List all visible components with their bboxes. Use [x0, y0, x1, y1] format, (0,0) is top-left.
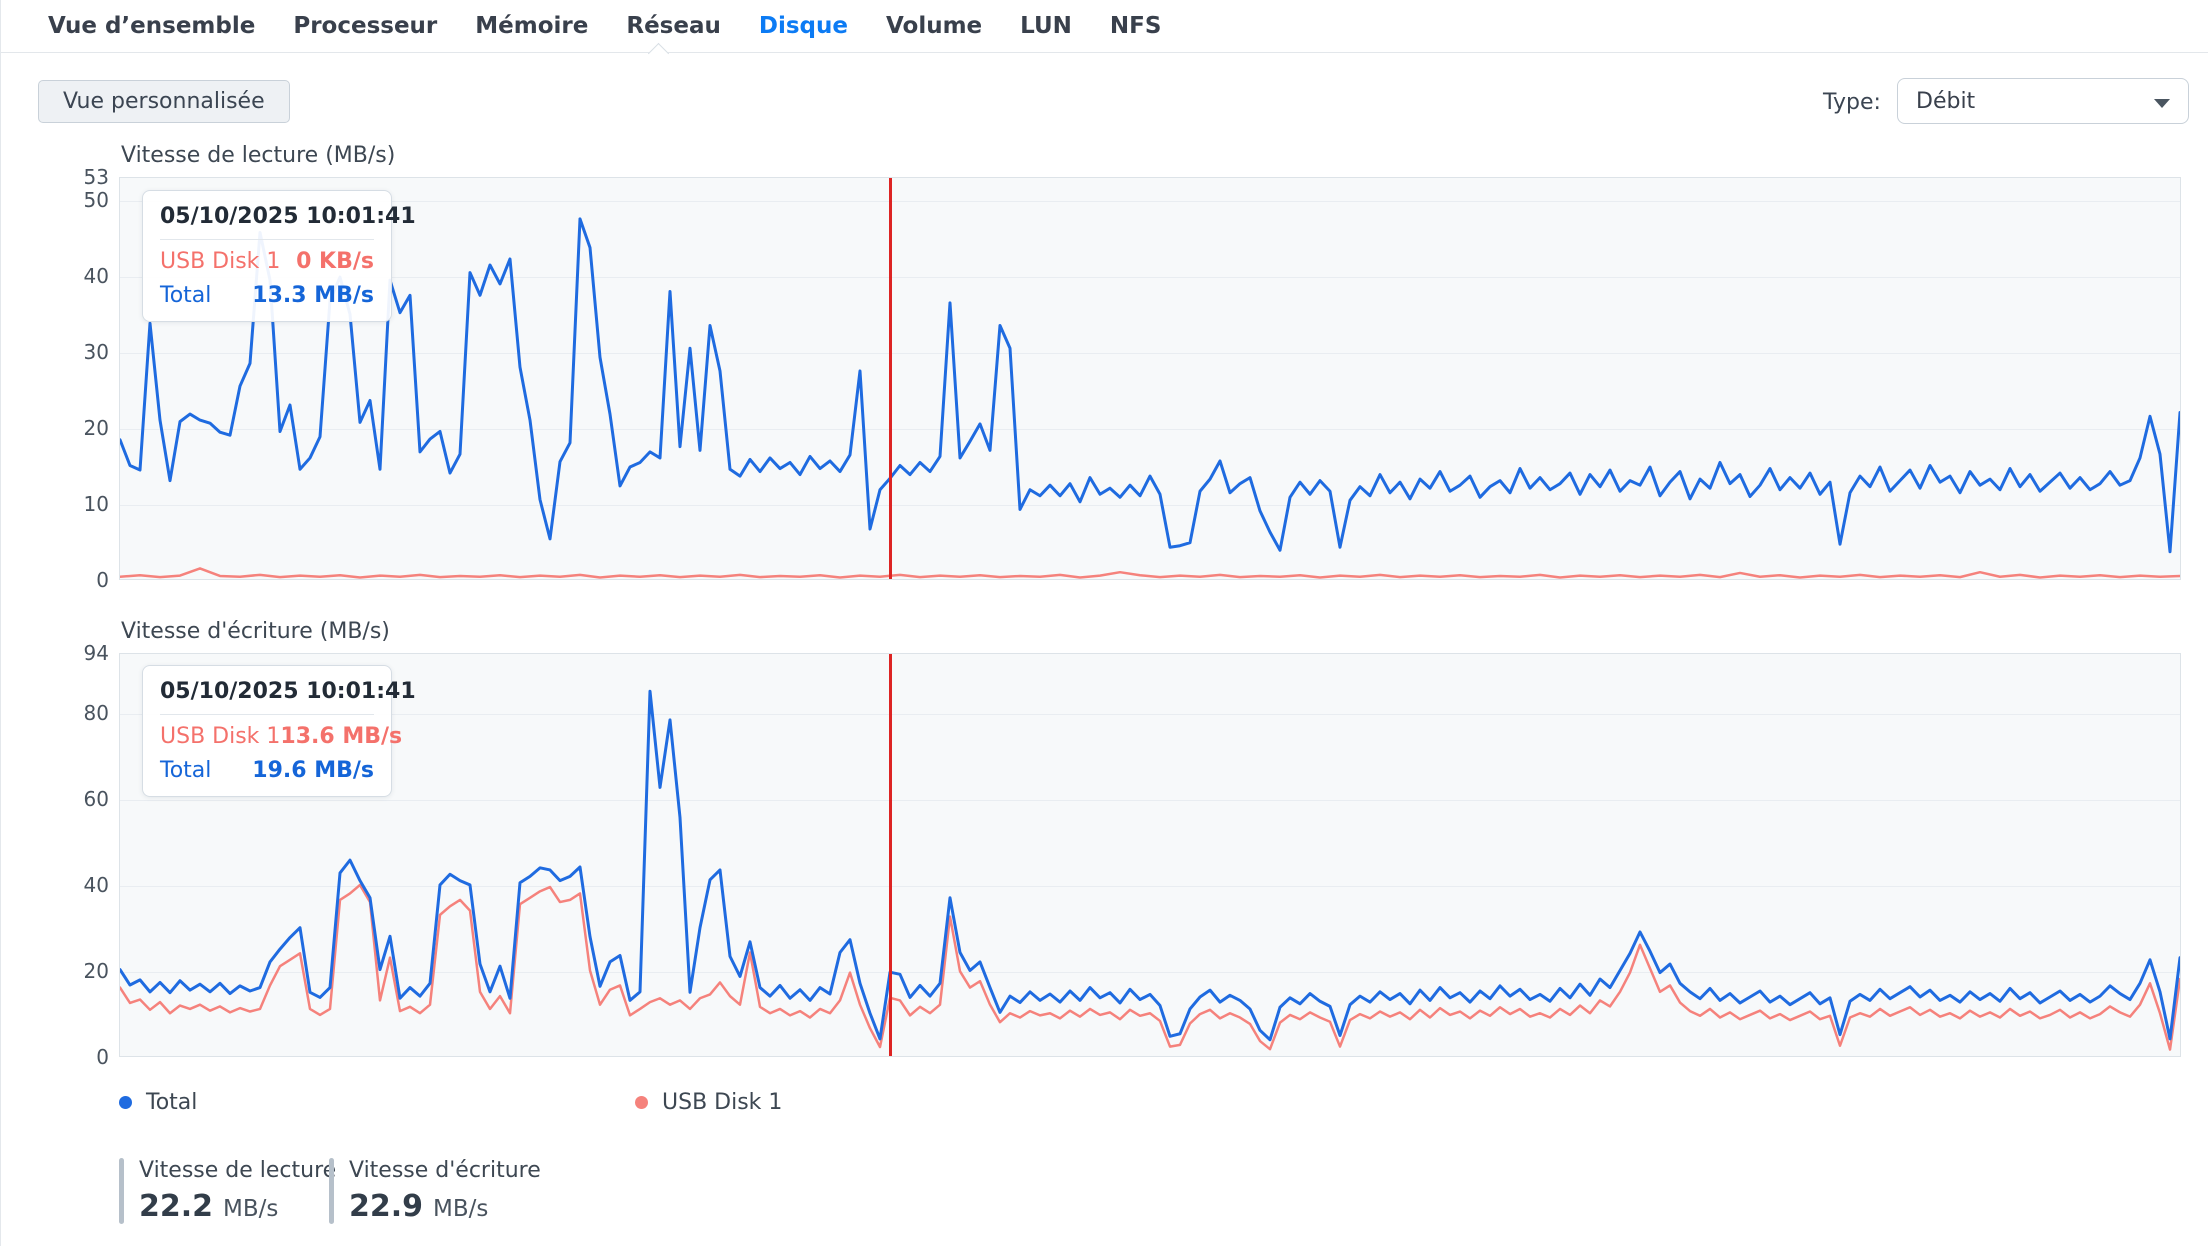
gridline — [120, 886, 2180, 887]
tooltip-usb-value: 0 KB/s — [296, 249, 374, 274]
tab-memoire[interactable]: Mémoire — [475, 12, 589, 39]
legend-total-label: Total — [146, 1090, 198, 1115]
gridline — [120, 353, 2180, 354]
read-chart-tooltip: 05/10/2025 10:01:41 USB Disk 1 0 KB/s To… — [142, 190, 416, 322]
custom-view-button[interactable]: Vue personnalisée — [38, 80, 290, 123]
tooltip-usb-value: 13.6 MB/s — [280, 724, 403, 749]
read-ytick: 40 — [83, 264, 109, 288]
write-speed-chart[interactable]: 05/10/2025 10:01:41 USB Disk 1 13.6 MB/s… — [119, 653, 2181, 1057]
legend-usb-label: USB Disk 1 — [662, 1090, 783, 1115]
read-summary-value: 22.2 — [139, 1189, 214, 1224]
read-summary-unit: MB/s — [223, 1196, 279, 1222]
tooltip-usb-label: USB Disk 1 — [160, 249, 281, 274]
read-chart-title: Vitesse de lecture (MB/s) — [121, 143, 396, 168]
read-ytick: 30 — [83, 340, 109, 364]
write-summary-unit: MB/s — [433, 1196, 489, 1222]
read-ytick: 10 — [83, 492, 109, 516]
tab-reseau[interactable]: Réseau — [626, 12, 721, 39]
tab-bar: Vue d’ensemble Processeur Mémoire Réseau… — [1, 0, 2208, 53]
usb-series-dot-icon — [635, 1096, 648, 1109]
tooltip-timestamp: 05/10/2025 10:01:41 — [160, 679, 416, 715]
tab-volume[interactable]: Volume — [885, 12, 983, 39]
gridline — [120, 201, 2180, 202]
write-ytick: 40 — [83, 873, 109, 897]
tooltip-timestamp: 05/10/2025 10:01:41 — [160, 204, 416, 240]
read-ytick: 53 — [83, 165, 109, 189]
gridline — [120, 429, 2180, 430]
tab-vue-densemble[interactable]: Vue d’ensemble — [48, 12, 256, 39]
tooltip-row-total: Total 19.6 MB/s — [160, 758, 374, 783]
summary-divider-bar — [119, 1158, 124, 1224]
tooltip-total-value: 19.6 MB/s — [252, 758, 374, 783]
tooltip-row-total: Total 13.3 MB/s — [160, 283, 374, 308]
tab-nfs[interactable]: NFS — [1109, 12, 1162, 39]
gridline — [120, 505, 2180, 506]
tooltip-usb-label: USB Disk 1 — [160, 724, 281, 749]
time-cursor-line — [889, 178, 893, 579]
read-chart-lines — [120, 178, 2180, 579]
type-dropdown-value: Débit — [1916, 88, 1976, 114]
type-label: Type: — [1823, 90, 1881, 115]
write-ytick: 94 — [83, 641, 109, 665]
write-summary-value: 22.9 — [349, 1189, 424, 1224]
read-ytick: 0 — [96, 568, 109, 592]
write-ytick: 20 — [83, 959, 109, 983]
write-speed-summary: Vitesse d'écriture 22.9 MB/s — [329, 1158, 541, 1224]
tooltip-total-value: 13.3 MB/s — [252, 283, 374, 308]
total-series-dot-icon — [119, 1096, 132, 1109]
read-ytick: 20 — [83, 416, 109, 440]
read-speed-chart[interactable]: 05/10/2025 10:01:41 USB Disk 1 0 KB/s To… — [119, 177, 2181, 580]
type-dropdown[interactable]: Débit — [1897, 78, 2189, 124]
tab-lun[interactable]: LUN — [1020, 12, 1072, 39]
write-summary-label: Vitesse d'écriture — [349, 1158, 541, 1183]
summary-divider-bar — [329, 1158, 334, 1224]
time-cursor-line — [889, 654, 893, 1056]
tooltip-row-usb: USB Disk 1 0 KB/s — [160, 249, 374, 274]
write-ytick: 80 — [83, 701, 109, 725]
chevron-down-icon — [2154, 99, 2170, 108]
write-chart-tooltip: 05/10/2025 10:01:41 USB Disk 1 13.6 MB/s… — [142, 665, 416, 797]
gridline — [120, 277, 2180, 278]
write-chart-lines — [120, 654, 2180, 1056]
tooltip-row-usb: USB Disk 1 13.6 MB/s — [160, 724, 402, 749]
legend-item-usb-disk: USB Disk 1 — [635, 1090, 782, 1115]
tooltip-total-label: Total — [160, 283, 212, 308]
tab-processeur[interactable]: Processeur — [293, 12, 438, 39]
legend-item-total: Total — [119, 1090, 197, 1115]
tooltip-total-label: Total — [160, 758, 212, 783]
write-chart-title: Vitesse d'écriture (MB/s) — [121, 619, 390, 644]
gridline — [120, 714, 2180, 715]
gridline — [120, 972, 2180, 973]
read-summary-label: Vitesse de lecture — [139, 1158, 337, 1183]
gridline — [120, 800, 2180, 801]
tab-disque[interactable]: Disque — [758, 12, 848, 39]
write-ytick: 0 — [96, 1045, 109, 1069]
read-ytick: 50 — [83, 188, 109, 212]
write-ytick: 60 — [83, 787, 109, 811]
read-speed-summary: Vitesse de lecture 22.2 MB/s — [119, 1158, 336, 1224]
